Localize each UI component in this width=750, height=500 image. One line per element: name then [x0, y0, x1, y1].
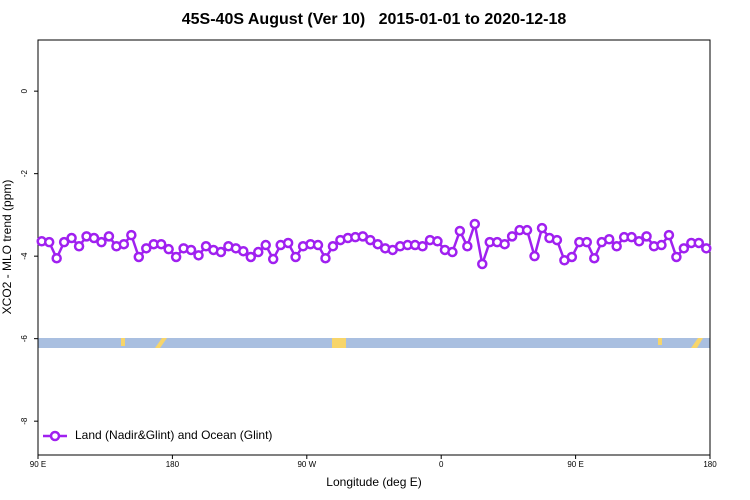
data-point: [589, 252, 600, 264]
data-point: [238, 245, 249, 257]
data-point: [141, 243, 152, 254]
data-point: [88, 232, 100, 244]
data-point: [663, 229, 675, 241]
legend-marker: [49, 430, 61, 442]
data-point: [133, 251, 145, 263]
data-point: [320, 252, 331, 264]
data-point: [693, 237, 705, 249]
data-point: [66, 232, 77, 244]
ocean-strip: [38, 338, 710, 348]
data-point: [267, 253, 279, 265]
data-point: [73, 241, 85, 252]
data-point: [671, 251, 682, 263]
chart-title: 45S-40S August (Ver 10) 2015-01-01 to 20…: [182, 11, 567, 28]
x-tick-label: 180: [166, 460, 180, 469]
data-point: [536, 222, 548, 234]
data-point: [260, 239, 271, 251]
surface-strip: [38, 338, 710, 348]
y-tick-label: 0: [20, 88, 29, 93]
data-point: [312, 239, 324, 251]
x-axis-label: Longitude (deg E): [326, 475, 421, 489]
data-point: [193, 250, 204, 261]
land-patch: [332, 338, 346, 348]
land-patch: [691, 338, 703, 348]
data-point: [185, 244, 197, 256]
data-point: [477, 258, 488, 270]
data-point: [170, 251, 182, 263]
data-point: [215, 246, 227, 258]
data-point: [529, 250, 540, 262]
data-point: [126, 229, 137, 241]
data-point: [566, 251, 578, 263]
y-tick-label: -4: [20, 252, 29, 260]
land-patch: [121, 338, 125, 346]
data-point: [701, 243, 712, 254]
x-tick-label: 0: [439, 460, 444, 469]
y-tick-label: -6: [20, 335, 29, 343]
data-point: [103, 231, 115, 242]
data-point: [245, 251, 257, 263]
x-tick-label: 90 W: [297, 460, 316, 469]
data-point: [462, 241, 473, 252]
data-point: [469, 218, 481, 230]
y-axis-label: XCO2 - MLO trend (ppm): [0, 180, 14, 315]
data-point: [633, 236, 645, 247]
data-point: [626, 231, 637, 243]
data-point: [43, 236, 55, 248]
data-point: [656, 239, 667, 251]
data-point: [282, 237, 294, 249]
data-point: [521, 224, 533, 236]
y-tick-label: -8: [20, 417, 29, 425]
y-tick-label: -2: [20, 170, 29, 178]
data-point: [432, 236, 443, 247]
legend-label: Land (Nadir&Glint) and Ocean (Glint): [75, 428, 272, 442]
data-point: [58, 236, 70, 248]
x-tick-label: 90 E: [567, 460, 583, 469]
data-point: [678, 243, 690, 254]
data-point: [365, 234, 376, 246]
x-tick-label: 180: [703, 460, 717, 469]
land-patch: [658, 338, 662, 345]
data-point: [506, 231, 518, 242]
data-point: [155, 238, 167, 250]
data-point: [372, 238, 383, 250]
data-point: [641, 231, 652, 242]
data-point: [253, 246, 264, 258]
data-point: [603, 233, 615, 245]
data-point: [163, 243, 174, 255]
x-tick-label: 90 E: [30, 460, 46, 469]
data-point: [118, 238, 130, 250]
data-point: [447, 246, 458, 258]
data-point: [611, 241, 622, 252]
data-point: [417, 241, 428, 252]
data-point: [290, 251, 301, 263]
data-point: [499, 238, 510, 250]
data-point: [551, 234, 563, 246]
data-point: [327, 241, 339, 252]
data-point: [96, 236, 107, 248]
data-point: [454, 225, 466, 237]
data-point: [51, 252, 62, 264]
land-patch: [155, 338, 167, 348]
data-point: [581, 236, 593, 248]
